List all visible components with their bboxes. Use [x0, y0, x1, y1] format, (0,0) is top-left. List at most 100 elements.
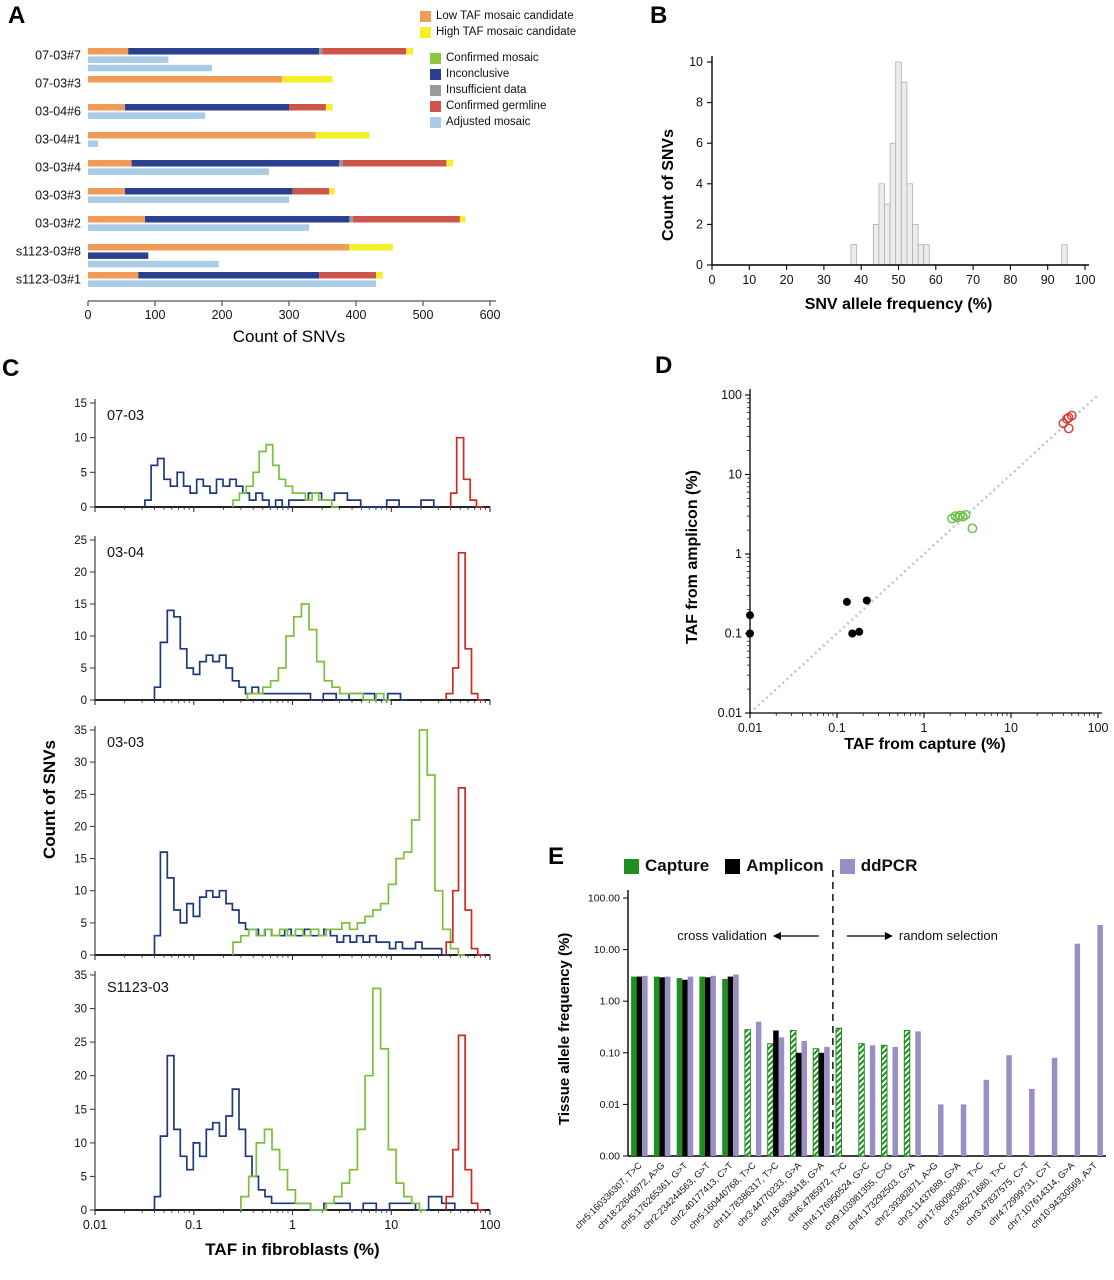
svg-text:600: 600: [480, 308, 501, 322]
legend-label: Low TAF mosaic candidate: [436, 10, 574, 22]
svg-text:0.1: 0.1: [828, 721, 845, 735]
svg-text:70: 70: [966, 273, 980, 287]
legend-label: Adjusted mosaic: [446, 116, 531, 128]
low-taf-swatch: [420, 11, 431, 22]
svg-text:100: 100: [1088, 721, 1109, 735]
legend-label: Amplicon: [746, 856, 824, 875]
panel-d-xlabel: TAF from capture (%): [844, 736, 1006, 753]
svg-text:S1123-03: S1123-03: [107, 980, 169, 996]
svg-text:30: 30: [74, 1004, 87, 1016]
svg-text:2: 2: [696, 217, 703, 231]
svg-text:03-03#3: 03-03#3: [35, 189, 81, 203]
svg-text:07-03: 07-03: [107, 408, 144, 424]
svg-text:15: 15: [74, 1104, 87, 1116]
legend-item-high-taf: High TAF mosaic candidate: [420, 26, 576, 39]
panel-c-letter: C: [2, 355, 20, 382]
svg-text:0.00: 0.00: [600, 1151, 621, 1163]
svg-text:5: 5: [81, 918, 87, 930]
svg-text:10: 10: [1004, 721, 1018, 735]
svg-text:10: 10: [74, 1138, 87, 1150]
svg-text:100: 100: [145, 308, 166, 322]
legend-item-insufficient-data: Insufficient data: [430, 84, 546, 97]
svg-text:10: 10: [384, 1218, 398, 1232]
confirmed-germline-swatch: [430, 101, 441, 112]
svg-text:07-03#7: 07-03#7: [35, 49, 81, 63]
panel-a-legend-validation: Confirmed mosaic Inconclusive Insufficie…: [430, 52, 546, 132]
svg-text:15: 15: [74, 854, 87, 866]
svg-text:30: 30: [817, 273, 831, 287]
capture-swatch: [624, 858, 639, 874]
svg-text:1: 1: [289, 1218, 296, 1232]
inconclusive-swatch: [430, 69, 441, 80]
svg-text:03-04#6: 03-04#6: [35, 105, 81, 119]
svg-text:100: 100: [480, 1218, 501, 1232]
legend-item-amplicon: Amplicon: [725, 856, 824, 876]
svg-text:03-04#1: 03-04#1: [35, 133, 81, 147]
panel-b-ylabel: Count of SNVs: [660, 129, 677, 241]
panel-b-chart: 0 10 20 30 40 50 60 70 80 90 100 0 2 4 6 8 10: [689, 55, 1095, 287]
svg-text:35: 35: [74, 725, 87, 737]
legend-item-low-taf: Low TAF mosaic candidate: [420, 10, 576, 23]
svg-text:4: 4: [696, 177, 703, 191]
legend-item-confirmed-germline: Confirmed germline: [430, 100, 546, 113]
panel-d-chart: 0.01 0.1 1 10 100 0.01 0.1 1 10 100: [718, 388, 1109, 735]
legend-label: High TAF mosaic candidate: [436, 26, 577, 38]
panel-c-ylabel: Count of SNVs: [40, 740, 59, 860]
svg-text:0.10: 0.10: [600, 1047, 621, 1059]
svg-text:15: 15: [74, 398, 87, 410]
svg-text:0.01: 0.01: [718, 706, 742, 720]
svg-text:8: 8: [696, 96, 703, 110]
svg-text:30: 30: [74, 757, 87, 769]
svg-text:20: 20: [780, 273, 794, 287]
svg-text:5: 5: [81, 1171, 87, 1183]
svg-text:10.00: 10.00: [594, 944, 620, 956]
panel-b-letter: B: [650, 2, 668, 29]
adjusted-mosaic-swatch: [430, 117, 441, 128]
legend-item-inconclusive: Inconclusive: [430, 68, 546, 81]
panel-a-chart: 07-03#7 07-03#3 03-04#6 03-04#1 03-03#4 03-03…: [16, 48, 501, 322]
panel-c-xlabel: TAF in fibroblasts (%): [205, 1240, 380, 1259]
svg-text:300: 300: [279, 308, 300, 322]
legend-label: Confirmed mosaic: [446, 52, 539, 64]
svg-text:10: 10: [689, 55, 703, 69]
insufficient-data-swatch: [430, 85, 441, 96]
legend-item-adjusted-mosaic: Adjusted mosaic: [430, 116, 546, 129]
confirmed-mosaic-swatch: [430, 53, 441, 64]
svg-text:0.01: 0.01: [83, 1218, 107, 1232]
svg-text:100.00: 100.00: [588, 893, 620, 905]
svg-text:0: 0: [81, 1205, 87, 1217]
svg-text:40: 40: [854, 273, 868, 287]
svg-text:25: 25: [74, 535, 87, 547]
legend-label: Confirmed germline: [446, 100, 547, 112]
legend-label: Insufficient data: [446, 84, 527, 96]
legend-label: ddPCR: [860, 856, 918, 875]
svg-text:0: 0: [81, 950, 87, 962]
panel-b-xlabel: SNV allele frequency (%): [804, 296, 993, 313]
svg-text:10: 10: [742, 273, 756, 287]
svg-text:15: 15: [74, 599, 87, 611]
svg-text:10: 10: [74, 631, 87, 643]
panel-d-ylabel: TAF from amplicon (%): [684, 470, 701, 645]
svg-text:03-03: 03-03: [107, 735, 144, 751]
legend-item-capture: Capture: [624, 856, 709, 876]
svg-text:5: 5: [81, 663, 87, 675]
panel-e-letter: E: [548, 843, 565, 870]
ddpcr-swatch: [839, 858, 855, 874]
svg-text:0.01: 0.01: [600, 1099, 621, 1111]
panel-a-letter: A: [8, 2, 26, 29]
svg-text:10: 10: [74, 886, 87, 898]
svg-text:35: 35: [74, 970, 87, 982]
legend-label: Capture: [645, 856, 710, 875]
svg-text:1: 1: [735, 547, 742, 561]
svg-text:0.1: 0.1: [185, 1218, 202, 1232]
panel-c-chart: 05101507-03051015202503-0405101520253035…: [74, 398, 501, 1232]
svg-text:s1123-03#8: s1123-03#8: [16, 245, 81, 259]
svg-text:50: 50: [892, 273, 906, 287]
svg-text:1: 1: [921, 721, 928, 735]
svg-text:0.01: 0.01: [738, 721, 762, 735]
panel-a-legend-candidates: Low TAF mosaic candidate High TAF mosaic…: [420, 10, 576, 42]
svg-text:1.00: 1.00: [600, 996, 621, 1008]
svg-text:80: 80: [1003, 273, 1017, 287]
svg-text:20: 20: [74, 567, 87, 579]
